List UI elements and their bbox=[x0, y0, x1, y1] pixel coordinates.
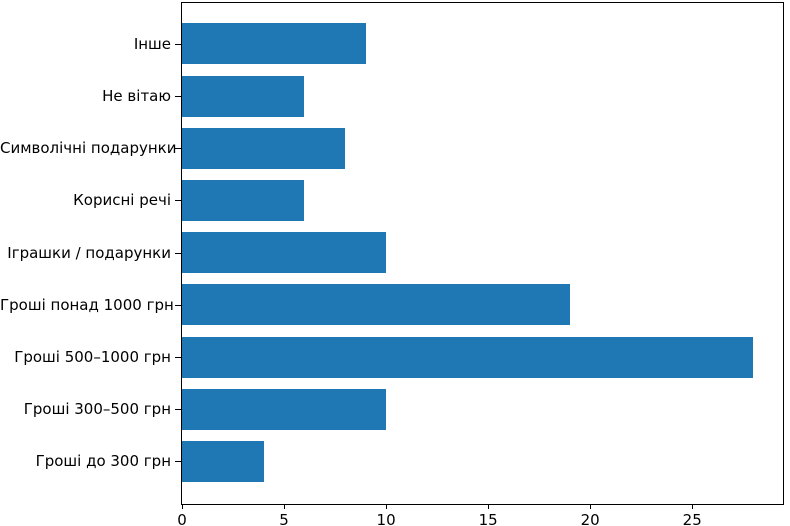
y-tick-mark bbox=[175, 43, 181, 45]
bar bbox=[182, 179, 305, 221]
bar bbox=[182, 440, 264, 482]
bar bbox=[182, 284, 570, 326]
x-tick-label: 10 bbox=[376, 511, 396, 526]
y-tick-label: Не вітаю bbox=[102, 87, 171, 105]
x-tick-label: 25 bbox=[682, 511, 702, 526]
x-tick-mark bbox=[386, 504, 388, 509]
y-tick-mark bbox=[175, 357, 181, 358]
y-tick-mark bbox=[175, 409, 181, 411]
x-tick-mark bbox=[284, 504, 286, 509]
bar bbox=[182, 23, 366, 65]
y-tick-mark bbox=[175, 461, 181, 463]
y-tick-label: Гроші 500–1000 грн bbox=[14, 348, 171, 366]
y-tick-label: Символічні подарунки bbox=[0, 139, 177, 158]
y-tick-mark bbox=[175, 304, 181, 306]
y-tick-label: Інше bbox=[133, 34, 171, 53]
x-tick-mark bbox=[488, 504, 490, 509]
x-tick-label: 15 bbox=[478, 511, 498, 526]
bar bbox=[182, 388, 387, 430]
bar bbox=[182, 232, 387, 274]
bar bbox=[182, 75, 305, 117]
y-tick-mark bbox=[175, 96, 181, 97]
y-tick-mark bbox=[175, 200, 181, 202]
x-tick-label: 20 bbox=[580, 511, 600, 526]
bar bbox=[182, 127, 346, 169]
y-tick-mark bbox=[175, 148, 181, 150]
bar bbox=[182, 336, 754, 378]
x-tick-mark bbox=[590, 504, 592, 509]
plot-area bbox=[182, 3, 782, 503]
x-tick-label: 5 bbox=[279, 511, 289, 526]
y-tick-label: Гроші 300–500 грн bbox=[23, 400, 171, 419]
x-tick-mark bbox=[692, 504, 694, 509]
y-tick-label: Корисні речі bbox=[73, 191, 171, 210]
y-tick-label: Іграшки / подарунки bbox=[7, 243, 171, 262]
x-tick-label: 0 bbox=[177, 511, 187, 526]
x-tick-mark bbox=[182, 504, 183, 509]
y-tick-mark bbox=[175, 252, 181, 254]
y-tick-label: Гроші до 300 грн bbox=[35, 452, 171, 471]
y-tick-label: Гроші понад 1000 грн bbox=[0, 295, 174, 314]
